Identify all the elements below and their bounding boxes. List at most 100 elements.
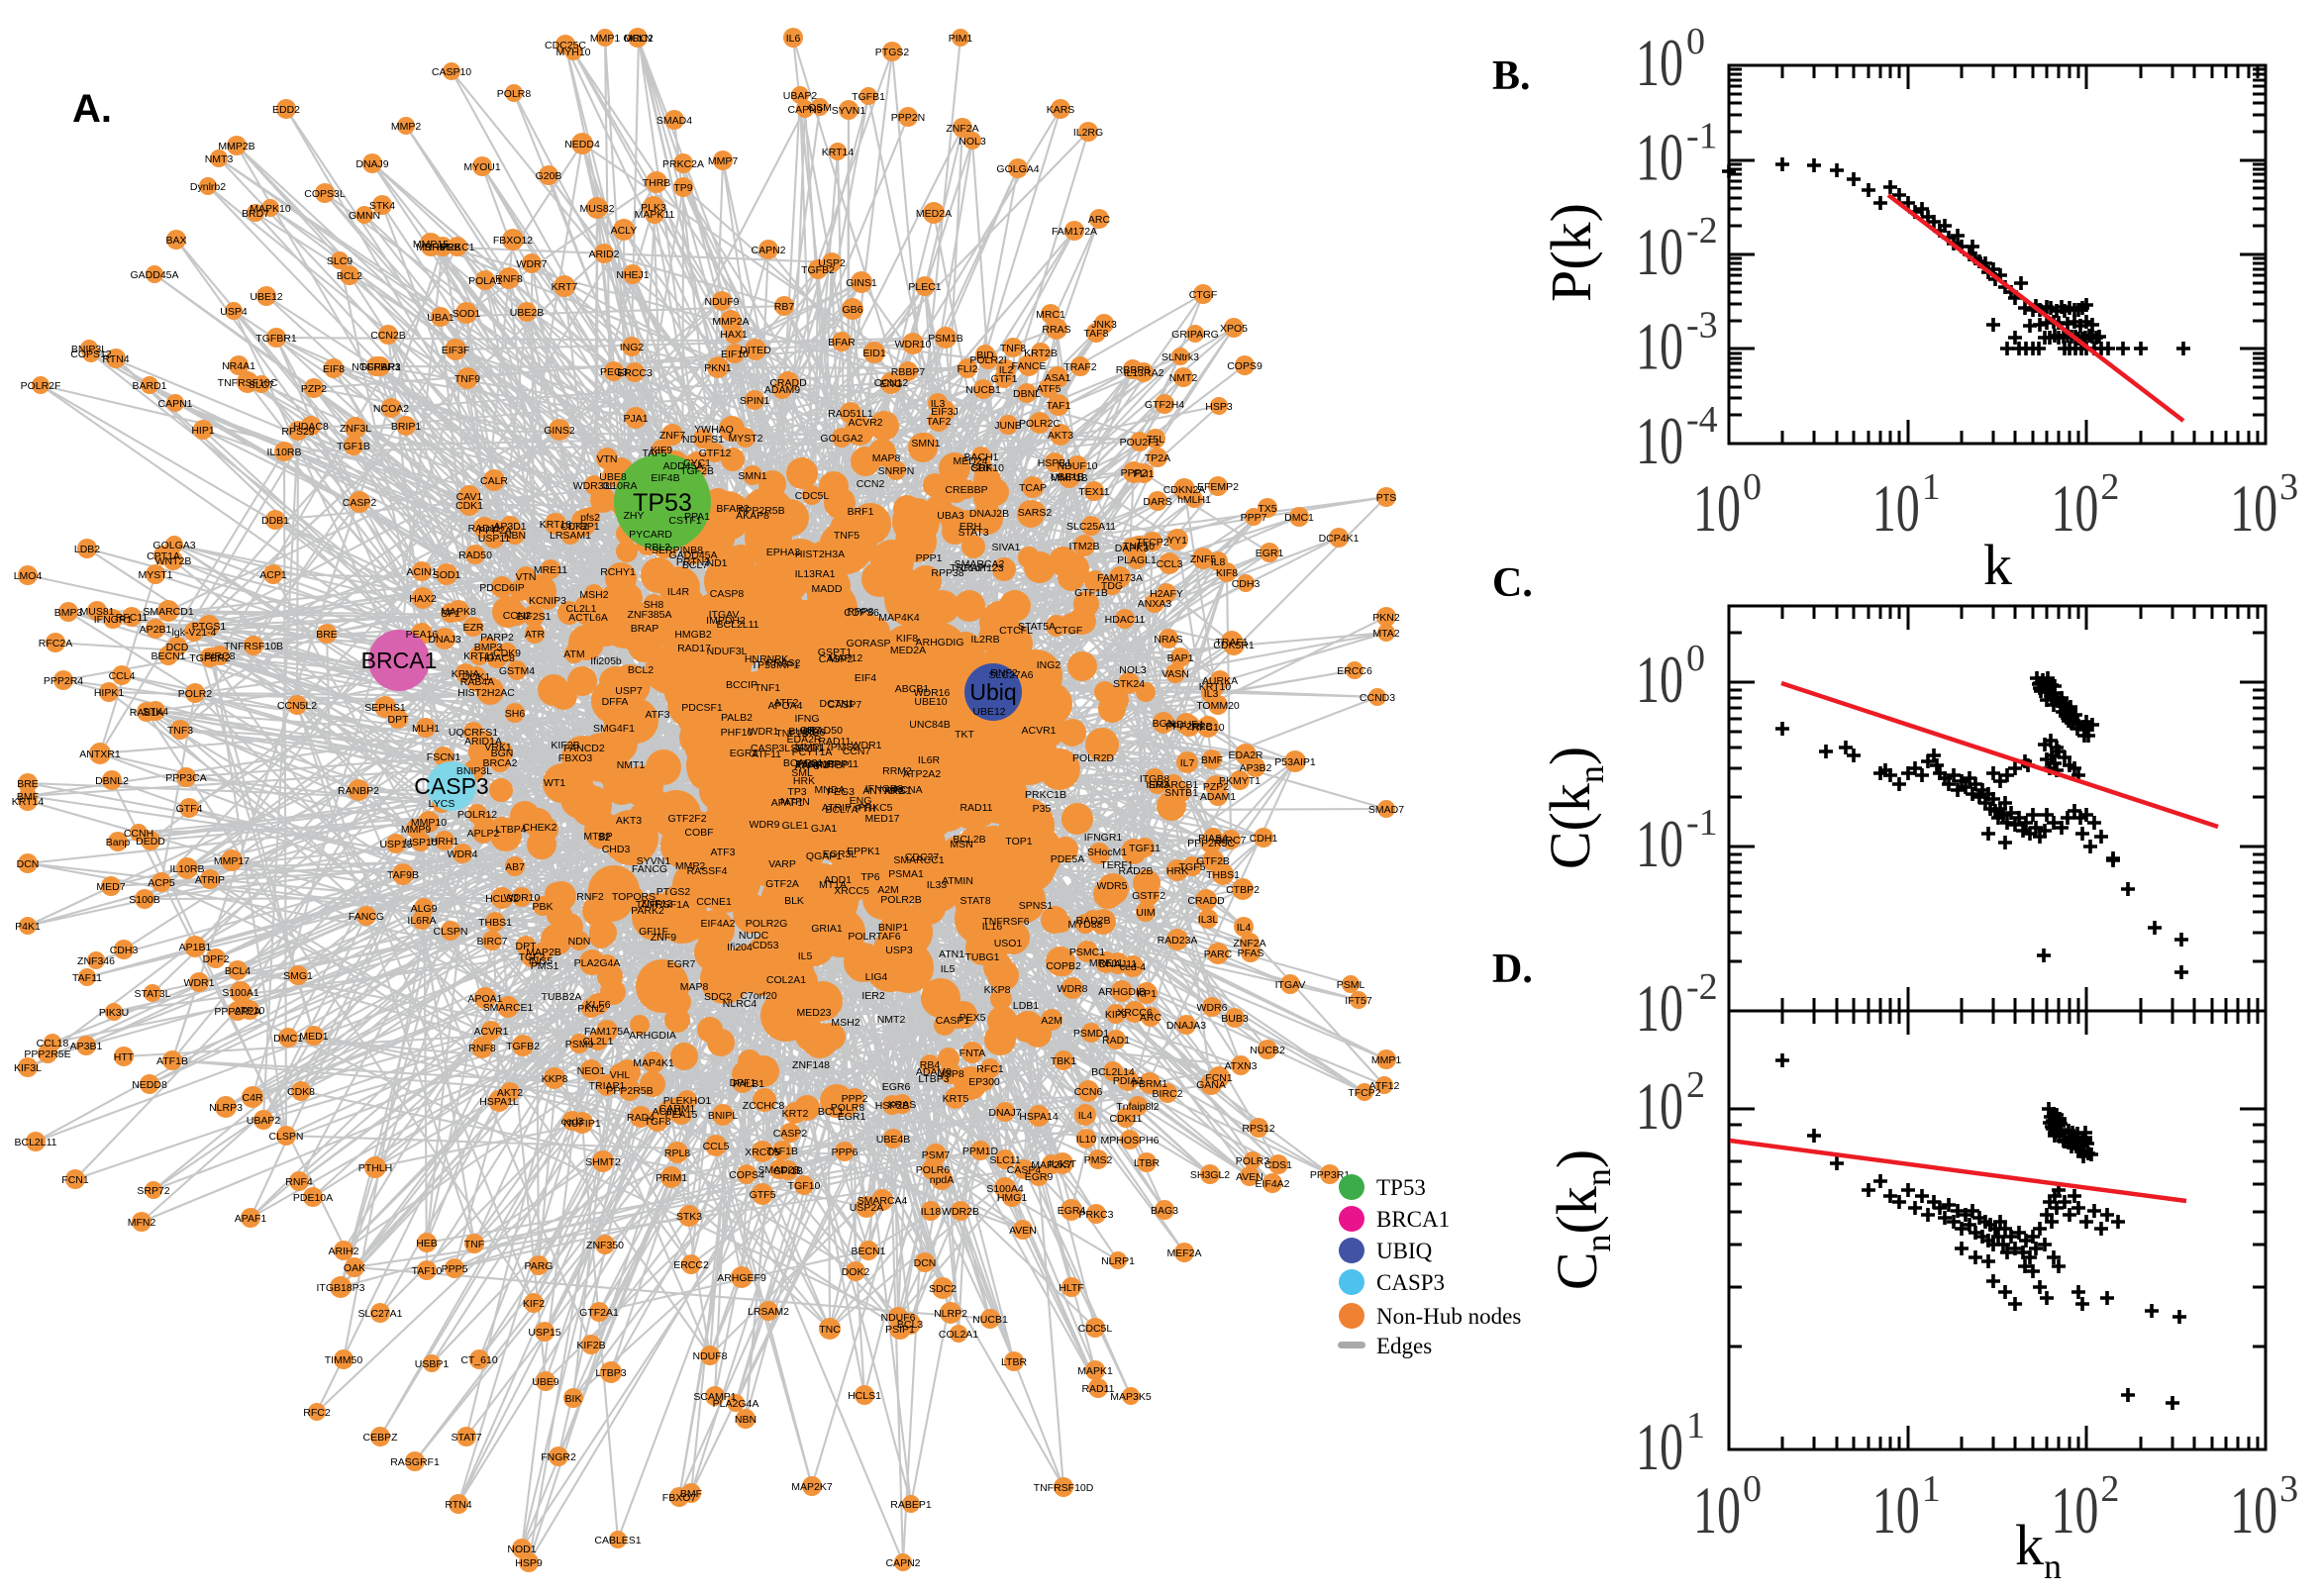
svg-text:ATF3: ATF3	[711, 847, 736, 858]
svg-text:RASSF4: RASSF4	[687, 865, 728, 877]
svg-text:Tnfaip8l2: Tnfaip8l2	[1116, 1101, 1159, 1113]
svg-text:10: 10	[1636, 1409, 1683, 1484]
svg-text:MMP1B: MMP1B	[1051, 472, 1087, 484]
svg-text:CASP4: CASP4	[1007, 1164, 1042, 1176]
svg-text:SMG1: SMG1	[283, 970, 313, 982]
svg-text:TGFBR1: TGFBR1	[255, 333, 297, 345]
svg-text:TNF: TNF	[464, 1239, 484, 1250]
svg-text:RFC1: RFC1	[976, 1063, 1004, 1075]
svg-text:RNF8: RNF8	[468, 1043, 496, 1054]
svg-text:IL6R: IL6R	[918, 754, 941, 766]
svg-text:GOLGA3: GOLGA3	[152, 540, 195, 551]
svg-text:IL4: IL4	[1237, 922, 1252, 934]
svg-text:SMN1: SMN1	[911, 438, 940, 449]
svg-text:PARP2: PARP2	[480, 632, 514, 644]
svg-text:P53AIP1: P53AIP1	[1274, 756, 1316, 768]
svg-text:PSIP1: PSIP1	[885, 1324, 915, 1336]
svg-text:ZNF346: ZNF346	[77, 955, 115, 967]
svg-text:CDC25C: CDC25C	[545, 40, 586, 51]
svg-text:10: 10	[1636, 642, 1683, 717]
svg-text:3: 3	[2279, 1468, 2298, 1510]
svg-text:lgk-V21-4: lgk-V21-4	[172, 627, 217, 639]
svg-text:NEDD4: NEDD4	[564, 139, 600, 150]
svg-text:IFNG: IFNG	[794, 713, 819, 725]
svg-text:ATN1: ATN1	[939, 948, 964, 960]
svg-text:ERH: ERH	[960, 521, 981, 533]
svg-text:LIG4: LIG4	[865, 971, 888, 983]
svg-text:RRAS: RRAS	[1042, 324, 1070, 336]
svg-text:MMP17: MMP17	[214, 855, 250, 867]
svg-text:BRE: BRE	[316, 629, 338, 641]
svg-text:WDR7: WDR7	[517, 258, 548, 270]
svg-text:IFNGR1: IFNGR1	[1084, 832, 1123, 844]
svg-text:SHocM1: SHocM1	[1087, 847, 1127, 858]
svg-text:RAD50: RAD50	[458, 549, 492, 561]
svg-text:ATF8: ATF8	[795, 760, 820, 772]
svg-text:PPP7: PPP7	[1241, 512, 1267, 524]
svg-text:TERF1: TERF1	[1100, 859, 1133, 871]
svg-text:BRCA1: BRCA1	[1376, 1207, 1450, 1232]
svg-text:CTGF: CTGF	[1189, 289, 1218, 301]
svg-text:MRC1: MRC1	[1036, 309, 1065, 321]
svg-text:CREBBP: CREBBP	[945, 484, 987, 496]
svg-text:COPS6: COPS6	[844, 607, 879, 619]
svg-text:USP2A: USP2A	[850, 1202, 883, 1214]
svg-text:MNDA: MNDA	[815, 784, 846, 796]
svg-text:EIF3J: EIF3J	[931, 406, 958, 418]
svg-text:KIF2B: KIF2B	[551, 740, 579, 751]
svg-text:SPIN1: SPIN1	[740, 395, 770, 407]
svg-text:IER2: IER2	[861, 990, 885, 1002]
svg-text:RAD17: RAD17	[677, 643, 711, 654]
svg-text:NOD1: NOD1	[507, 1544, 536, 1555]
svg-text:RABEP1: RABEP1	[890, 1499, 932, 1511]
svg-text:BCL2: BCL2	[628, 664, 654, 676]
svg-text:DCP4K1: DCP4K1	[1319, 533, 1360, 545]
svg-text:IL2RB: IL2RB	[970, 634, 999, 646]
svg-text:S100A1: S100A1	[222, 987, 259, 999]
svg-text:ATR: ATR	[525, 629, 546, 641]
svg-text:RFC2A: RFC2A	[39, 638, 72, 649]
svg-text:SOD1: SOD1	[453, 308, 481, 320]
svg-text:KKP8: KKP8	[984, 984, 1011, 996]
svg-text:HAX2: HAX2	[409, 593, 437, 605]
svg-text:ZNF9: ZNF9	[651, 932, 676, 944]
svg-text:PMS2: PMS2	[831, 742, 859, 753]
svg-text:P4K1: P4K1	[15, 921, 41, 933]
svg-text:IL8: IL8	[1211, 556, 1226, 568]
svg-text:ADD1: ADD1	[824, 874, 852, 886]
svg-text:NR4A1: NR4A1	[222, 360, 255, 372]
svg-text:10: 10	[1636, 1068, 1683, 1144]
svg-text:TGFB2: TGFB2	[506, 1041, 540, 1052]
svg-text:KRT14: KRT14	[12, 796, 45, 808]
svg-text:ARC: ARC	[1088, 214, 1111, 226]
svg-text:FAM172A: FAM172A	[1052, 226, 1097, 238]
svg-text:IL3: IL3	[1204, 688, 1219, 700]
svg-text:HCLS2: HCLS2	[485, 893, 519, 905]
svg-text:POLA1: POLA1	[468, 275, 502, 287]
svg-text:CEBPZ: CEBPZ	[362, 1432, 398, 1444]
svg-text:A2M: A2M	[1041, 1015, 1062, 1027]
svg-text:MED23: MED23	[796, 1007, 831, 1019]
svg-text:BUB3: BUB3	[1221, 1013, 1249, 1025]
svg-text:PPP5: PPP5	[442, 1263, 468, 1275]
svg-text:BRAP: BRAP	[631, 623, 659, 635]
svg-text:FAM175A: FAM175A	[584, 1026, 630, 1038]
svg-text:GTF1: GTF1	[991, 373, 1018, 385]
svg-text:PRKC2A: PRKC2A	[662, 158, 704, 170]
svg-text:-2: -2	[1686, 210, 1718, 251]
svg-text:BRE: BRE	[17, 778, 39, 790]
svg-text:ITM2B: ITM2B	[1069, 541, 1100, 552]
svg-text:RTN4: RTN4	[102, 353, 129, 365]
svg-text:NGFRAP1: NGFRAP1	[352, 361, 401, 373]
svg-text:SRP72: SRP72	[137, 1185, 169, 1197]
svg-text:COPS9: COPS9	[1227, 360, 1262, 372]
svg-text:TKT: TKT	[955, 729, 974, 741]
svg-text:CASP3: CASP3	[1376, 1270, 1445, 1295]
svg-text:ING2: ING2	[620, 342, 645, 353]
svg-text:PTHLH: PTHLH	[358, 1162, 392, 1174]
svg-text:MTBP: MTBP	[583, 831, 612, 843]
svg-text:SMG4F1: SMG4F1	[593, 723, 635, 735]
svg-text:PARK2: PARK2	[631, 905, 664, 917]
svg-text:ANTXR1: ANTXR1	[79, 748, 121, 760]
svg-text:TIMM50: TIMM50	[325, 1354, 363, 1366]
